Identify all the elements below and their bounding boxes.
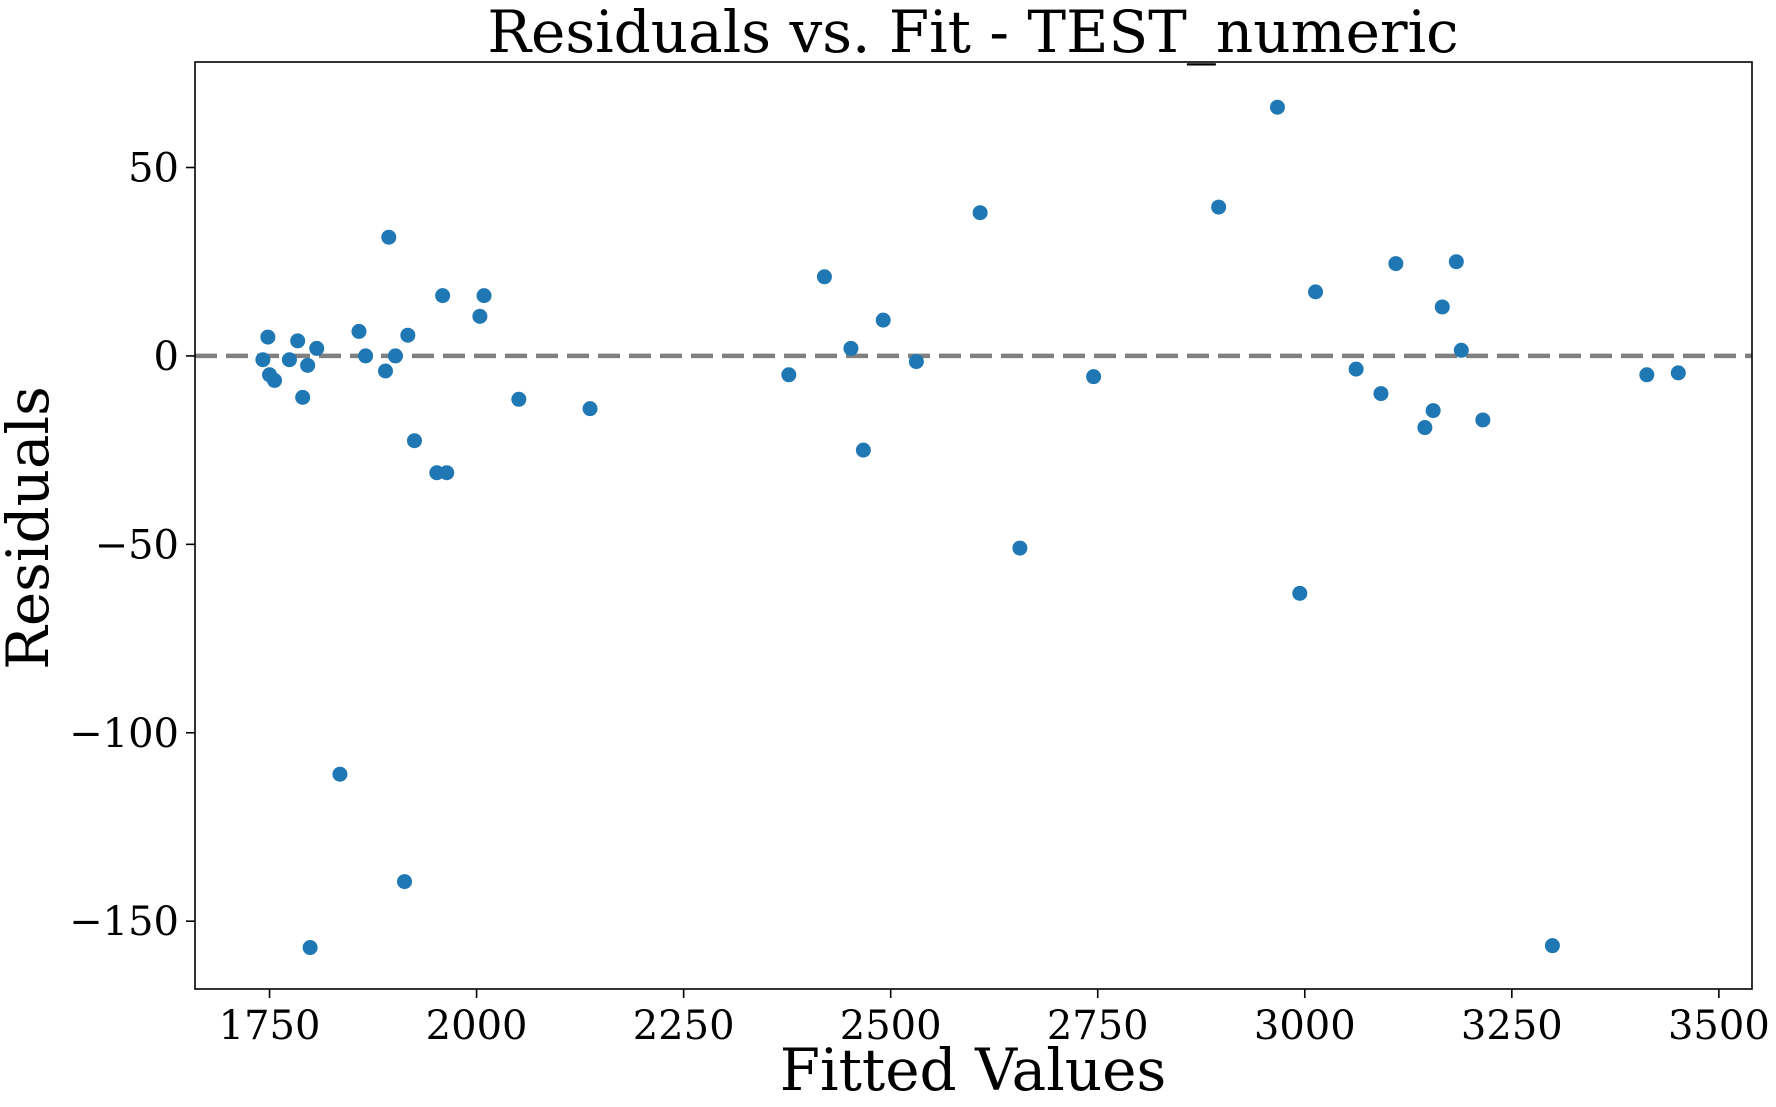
data-point — [582, 401, 598, 417]
data-point — [400, 327, 416, 343]
x-tick-label: 1750 — [219, 1003, 321, 1049]
x-tick-label: 3500 — [1668, 1003, 1770, 1049]
data-point — [1425, 403, 1441, 419]
data-point — [300, 357, 316, 373]
data-point — [816, 269, 832, 285]
x-axis-label: Fitted Values — [780, 1036, 1166, 1104]
data-point — [1544, 938, 1560, 954]
data-point — [1211, 199, 1227, 215]
data-point — [1269, 99, 1285, 115]
data-point — [1373, 386, 1389, 402]
x-tick-label: 2000 — [426, 1003, 528, 1049]
data-point — [332, 766, 348, 782]
data-point — [875, 312, 891, 328]
data-point — [397, 874, 413, 890]
data-point — [302, 940, 318, 956]
data-point — [281, 352, 297, 368]
data-point — [255, 352, 271, 368]
y-tick-label: −50 — [95, 522, 179, 568]
data-point — [1448, 254, 1464, 270]
x-tick-label: 3000 — [1254, 1003, 1356, 1049]
data-point — [1388, 256, 1404, 272]
data-point — [295, 389, 311, 405]
data-point — [290, 333, 306, 349]
data-point — [1308, 284, 1324, 300]
data-point — [1012, 540, 1028, 556]
data-point — [781, 367, 797, 383]
x-tick-label: 2500 — [840, 1003, 942, 1049]
data-point — [843, 340, 859, 356]
data-point — [381, 229, 397, 245]
plot-frame — [194, 61, 1753, 990]
data-point — [1670, 365, 1686, 381]
data-point — [472, 308, 488, 324]
data-point — [358, 348, 374, 364]
data-point — [1086, 369, 1102, 385]
x-tick-label: 2250 — [633, 1003, 735, 1049]
data-point — [1475, 412, 1491, 428]
x-tick-label: 3250 — [1461, 1003, 1563, 1049]
data-points — [255, 99, 1686, 956]
data-point — [855, 442, 871, 458]
data-point — [387, 348, 403, 364]
data-point — [476, 288, 492, 304]
x-tick-label: 2750 — [1047, 1003, 1149, 1049]
chart-title: Residuals vs. Fit - TEST_numeric — [487, 0, 1458, 66]
data-point — [435, 288, 451, 304]
data-point — [1453, 342, 1469, 358]
data-point — [1639, 367, 1655, 383]
y-tick-label: 50 — [128, 146, 179, 192]
data-point — [1292, 585, 1308, 601]
data-point — [439, 465, 455, 481]
y-axis-ticks: 50 0 −50 −100 −150 — [69, 146, 195, 945]
data-point — [1348, 361, 1364, 377]
y-tick-label: −100 — [69, 711, 179, 757]
data-point — [351, 323, 367, 339]
y-tick-label: 0 — [154, 334, 179, 380]
data-point — [377, 363, 393, 379]
data-point — [511, 391, 527, 407]
data-point — [972, 205, 988, 221]
data-point — [260, 329, 276, 345]
data-point — [1434, 299, 1450, 315]
y-tick-label: −150 — [69, 899, 179, 945]
x-axis-ticks: 1750 2000 2250 2500 2750 3000 3250 3500 — [219, 989, 1770, 1049]
plot-area — [194, 61, 1753, 990]
data-point — [908, 354, 924, 370]
data-point — [406, 433, 422, 449]
data-point — [267, 372, 283, 388]
y-axis-label: Residuals — [0, 386, 62, 670]
data-point — [1417, 420, 1433, 436]
data-point — [309, 340, 325, 356]
